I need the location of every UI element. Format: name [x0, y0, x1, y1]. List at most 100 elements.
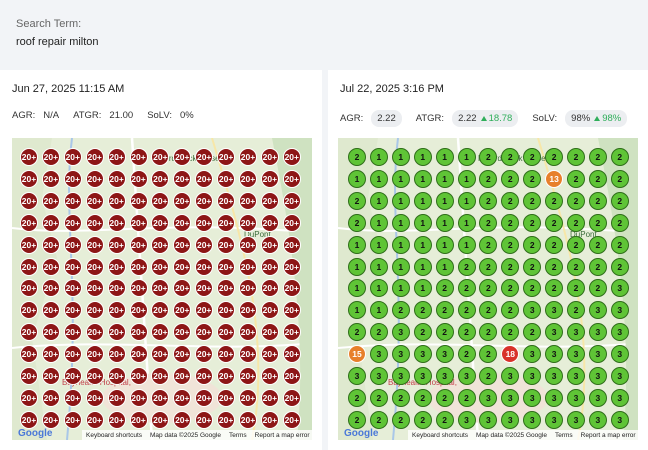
- rank-marker: 20+: [260, 235, 279, 254]
- rank-marker: 2: [479, 235, 498, 254]
- rank-marker: 20+: [129, 388, 148, 407]
- rank-marker: 20+: [129, 410, 148, 429]
- rank-marker: 3: [567, 323, 585, 342]
- rank-marker: 20+: [282, 279, 301, 298]
- rank-marker: 20+: [173, 323, 192, 342]
- rank-marker: 3: [457, 367, 476, 385]
- rank-marker: 3: [567, 345, 585, 364]
- rank-marker: 20+: [173, 213, 192, 232]
- up-arrow: [594, 116, 601, 121]
- rank-marker: 2: [501, 301, 520, 320]
- rank-marker: 20+: [20, 345, 38, 364]
- rank-marker: 20+: [107, 213, 126, 232]
- rank-marker: 20+: [173, 410, 192, 429]
- rank-marker: 3: [369, 367, 388, 385]
- rank-marker: 20+: [20, 235, 38, 254]
- rank-marker: 2: [567, 301, 585, 320]
- rank-marker: 2: [435, 323, 454, 342]
- rank-marker: 20+: [260, 345, 279, 364]
- rank-marker: 2: [391, 388, 410, 407]
- rank-marker: 20+: [107, 410, 126, 429]
- rank-marker: 1: [391, 257, 410, 276]
- rank-marker: 20+: [217, 148, 236, 166]
- rank-marker: 20+: [20, 410, 38, 429]
- rank-marker: 2: [588, 191, 607, 210]
- rank-marker: 20+: [195, 191, 214, 210]
- rank-marker: 20+: [20, 279, 38, 298]
- rank-marker: 20+: [260, 257, 279, 276]
- rank-marker: 20+: [85, 169, 104, 188]
- rank-marker: 2: [413, 388, 432, 407]
- rank-marker: 1: [369, 191, 388, 210]
- rank-marker: 20+: [63, 191, 82, 210]
- rank-marker: 20+: [239, 148, 257, 166]
- rank-marker: 2: [348, 191, 366, 210]
- panel-date: Jun 27, 2025 11:15 AM: [12, 83, 125, 95]
- rank-marker: 20+: [20, 213, 38, 232]
- rank-marker: 1: [348, 257, 366, 276]
- rank-marker: 20+: [282, 301, 301, 320]
- rank-marker: 1: [369, 169, 388, 188]
- rank-marker: 2: [588, 257, 607, 276]
- rank-marker: 20+: [85, 410, 104, 429]
- rank-marker: 2: [567, 191, 585, 210]
- metric-value-box: 98% 98%: [565, 110, 628, 127]
- rank-marker: 20+: [63, 257, 82, 276]
- rank-marker: 2: [545, 257, 564, 276]
- rank-marker: 20+: [20, 367, 38, 385]
- rank-marker: 20+: [107, 257, 126, 276]
- rank-marker: 20+: [129, 235, 148, 254]
- rank-marker: 20+: [260, 323, 279, 342]
- rank-marker: 3: [610, 323, 629, 342]
- rank-marker: 20+: [63, 323, 82, 342]
- rank-marker: 20+: [260, 279, 279, 298]
- rank-marker: 20+: [129, 213, 148, 232]
- search-label: Search Term:: [16, 18, 82, 30]
- rank-marker: 3: [369, 345, 388, 364]
- rank-marker: 20+: [173, 148, 192, 166]
- rank-marker: 2: [610, 235, 629, 254]
- rank-marker: 3: [523, 367, 542, 385]
- rank-marker: 20+: [41, 169, 60, 188]
- metric-value-box: 2.22: [371, 110, 402, 127]
- rank-marker: 1: [457, 191, 476, 210]
- rank-marker: 3: [501, 410, 520, 429]
- rank-marker: 20+: [239, 367, 257, 385]
- rank-marker: 3: [479, 410, 498, 429]
- rank-marker: 3: [610, 367, 629, 385]
- rank-marker: 20+: [173, 345, 192, 364]
- rank-marker: 2: [501, 213, 520, 232]
- rank-marker: 1: [369, 257, 388, 276]
- metric-value: 2.22: [377, 113, 396, 124]
- rank-marker: 1: [391, 191, 410, 210]
- rank-marker: 20+: [151, 410, 170, 429]
- map-label: DuPont: [570, 230, 597, 239]
- rank-marker: 2: [369, 410, 388, 429]
- up-arrow: [480, 116, 487, 121]
- rank-marker: 2: [501, 148, 520, 166]
- rank-marker: 20+: [282, 191, 301, 210]
- footer-link: Map data ©2025 Google: [476, 431, 547, 439]
- footer-link: Terms: [228, 431, 247, 439]
- rank-marker: 2: [457, 345, 476, 364]
- rank-marker: 20+: [173, 169, 192, 188]
- metric-value-box: 21.00: [109, 110, 133, 121]
- rank-marker: 2: [501, 235, 520, 254]
- rank-marker: 20+: [195, 301, 214, 320]
- rank-marker: 20+: [217, 169, 236, 188]
- rank-marker: 3: [610, 345, 629, 364]
- rank-marker: 20+: [260, 367, 279, 385]
- rank-marker: 20+: [63, 301, 82, 320]
- rank-marker: 3: [501, 388, 520, 407]
- rank-marker: 20+: [195, 410, 214, 429]
- rank-marker: 1: [413, 169, 432, 188]
- metric-label: ATGR:: [415, 113, 445, 124]
- map-footer: Keyboard shortcuts Map data ©2025 Google T…: [82, 430, 312, 440]
- rank-marker: 2: [610, 148, 629, 166]
- rank-marker: 2: [369, 388, 388, 407]
- rank-marker: 20+: [107, 388, 126, 407]
- rank-marker: 1: [369, 235, 388, 254]
- rank-marker: 20+: [85, 257, 104, 276]
- rank-marker: 20+: [282, 410, 301, 429]
- rank-marker: 20+: [107, 279, 126, 298]
